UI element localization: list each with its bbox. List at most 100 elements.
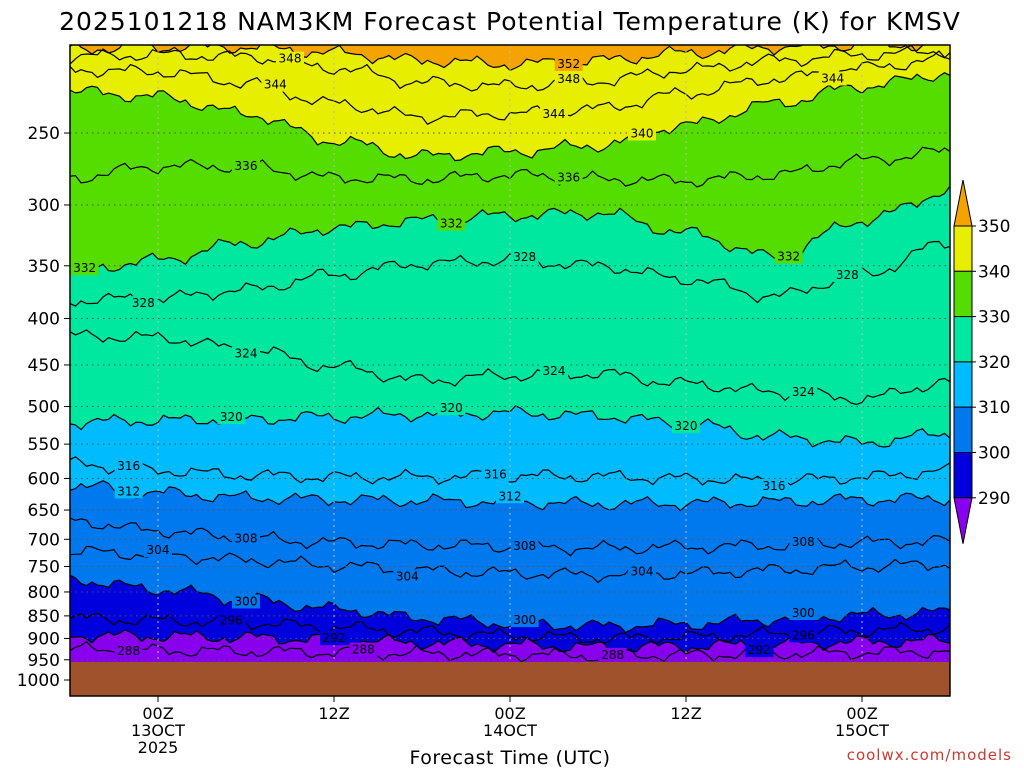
plot-area: 3483443523483443443403323363363323323283…: [69, 44, 951, 697]
contour-label-bg: [232, 594, 260, 609]
contour-label: 300: [235, 594, 258, 608]
contour-label-bg: [481, 467, 510, 482]
contour-label-bg: [540, 107, 568, 122]
contour-label: 296: [220, 613, 243, 627]
contour-label-bg: [789, 534, 818, 549]
y-tick-label: 650: [28, 501, 60, 521]
contour-label: 328: [836, 268, 859, 282]
contour-label: 324: [235, 347, 258, 361]
colorbar-tick-label: 350: [978, 217, 1010, 237]
contour-label: 332: [73, 261, 96, 275]
contour-label-bg: [496, 489, 524, 504]
y-tick-label: 300: [28, 196, 60, 216]
y-tick-label: 750: [28, 557, 60, 577]
x-tick-label: 00Z: [846, 704, 877, 723]
contour-label-bg: [540, 363, 568, 378]
contour-label: 304: [396, 570, 419, 584]
contour-label-bg: [114, 644, 143, 659]
contour-label: 320: [220, 410, 243, 424]
contour-label: 316: [763, 479, 786, 493]
contour-label-bg: [510, 538, 539, 553]
isentrope-292: [70, 629, 950, 654]
contour-label-bg: [232, 159, 260, 174]
contour-label-bg: [833, 267, 862, 282]
colorbar-tick-label: 290: [978, 489, 1010, 509]
contour-label-bg: [598, 647, 627, 662]
contour-label-bg: [628, 564, 656, 579]
colorbar-segment: [953, 316, 973, 363]
x-axis-label: Forecast Time (UTC): [410, 747, 611, 768]
contour-label-bg: [774, 249, 803, 264]
contour-label-bg: [261, 77, 290, 92]
y-tick-label: 600: [28, 469, 60, 489]
contour-labels: 3483443523483443443403323363363323323283…: [70, 51, 862, 662]
colorbar: 350 340 330 320 310 300 290: [953, 179, 1010, 544]
contour-label: 344: [821, 72, 844, 86]
y-tick-label: 850: [28, 607, 60, 627]
x-tick-label: 2025: [138, 738, 179, 757]
contour-label-bg: [510, 613, 539, 628]
chart-title: 2025101218 NAM3KM Forecast Potential Tem…: [59, 7, 961, 36]
colorbar-segment: [953, 406, 973, 454]
isentrope-328: [70, 240, 950, 307]
y-tick-label: 250: [28, 124, 60, 144]
isentrope-288: [70, 640, 950, 663]
contour-label-bg: [349, 642, 378, 657]
contour-label: 348: [279, 52, 302, 66]
credit-text: coolwx.com/models: [847, 746, 1012, 764]
contour-label-bg: [554, 72, 583, 87]
y-tick-label: 500: [28, 398, 60, 418]
contour-label: 352: [557, 57, 580, 71]
x-tick-label: 13OCT: [131, 721, 185, 740]
contour-label-bg: [554, 170, 583, 185]
colorbar-max-arrow: [953, 179, 973, 227]
contour-label: 312: [499, 489, 522, 503]
contour-label: 296: [792, 628, 815, 642]
contour-label-bg: [628, 126, 656, 141]
x-tick-label: 12Z: [318, 704, 349, 723]
contour-label-bg: [789, 385, 818, 400]
contour-label-bg: [232, 346, 260, 361]
contour-label: 336: [235, 159, 258, 173]
contour-label-bg: [789, 606, 818, 621]
grid-lines: [70, 45, 950, 696]
contour-label: 288: [352, 643, 375, 657]
contour-label: 316: [117, 459, 140, 473]
contour-label: 348: [557, 72, 580, 86]
isentrope-332: [70, 185, 950, 274]
contour-label: 292: [323, 631, 346, 645]
y-tick-label: 950: [28, 651, 60, 671]
contour-label-bg: [129, 296, 158, 311]
contour-label: 304: [631, 565, 654, 579]
contour-label-bg: [437, 401, 466, 416]
colorbar-tick-label: 310: [978, 398, 1010, 418]
colorbar-min-arrow: [953, 497, 973, 544]
y-axis: 2503003504004505005506006507007508008509…: [17, 124, 70, 691]
colorbar-segment: [953, 361, 973, 408]
isentrope-340: [70, 72, 950, 162]
contour-label-bg: [114, 459, 143, 474]
y-tick-label: 1000: [17, 671, 60, 691]
y-tick-label: 400: [28, 309, 60, 329]
contour-label-bg: [393, 569, 422, 584]
y-tick-label: 350: [28, 257, 60, 277]
contour-label-bg: [760, 479, 788, 494]
x-tick-label: 15OCT: [835, 721, 889, 740]
contour-label: 320: [440, 401, 463, 415]
colorbar-segment: [953, 225, 973, 272]
x-tick-label: 00Z: [142, 704, 173, 723]
contour-label: 332: [440, 217, 463, 231]
y-tick-label: 800: [28, 583, 60, 603]
colorbar-tick-label: 320: [978, 353, 1010, 373]
y-tick-label: 450: [28, 356, 60, 376]
contour-label: 324: [543, 364, 566, 378]
contour-label: 304: [147, 543, 170, 557]
contour-label-bg: [276, 51, 304, 66]
contour-label: 320: [675, 419, 698, 433]
contour-label: 336: [557, 171, 580, 185]
colorbar-tick-label: 340: [978, 262, 1010, 282]
colorbar-tick-label: 300: [978, 444, 1010, 464]
contour-label-bg: [789, 628, 818, 643]
contour-label: 308: [513, 539, 536, 553]
